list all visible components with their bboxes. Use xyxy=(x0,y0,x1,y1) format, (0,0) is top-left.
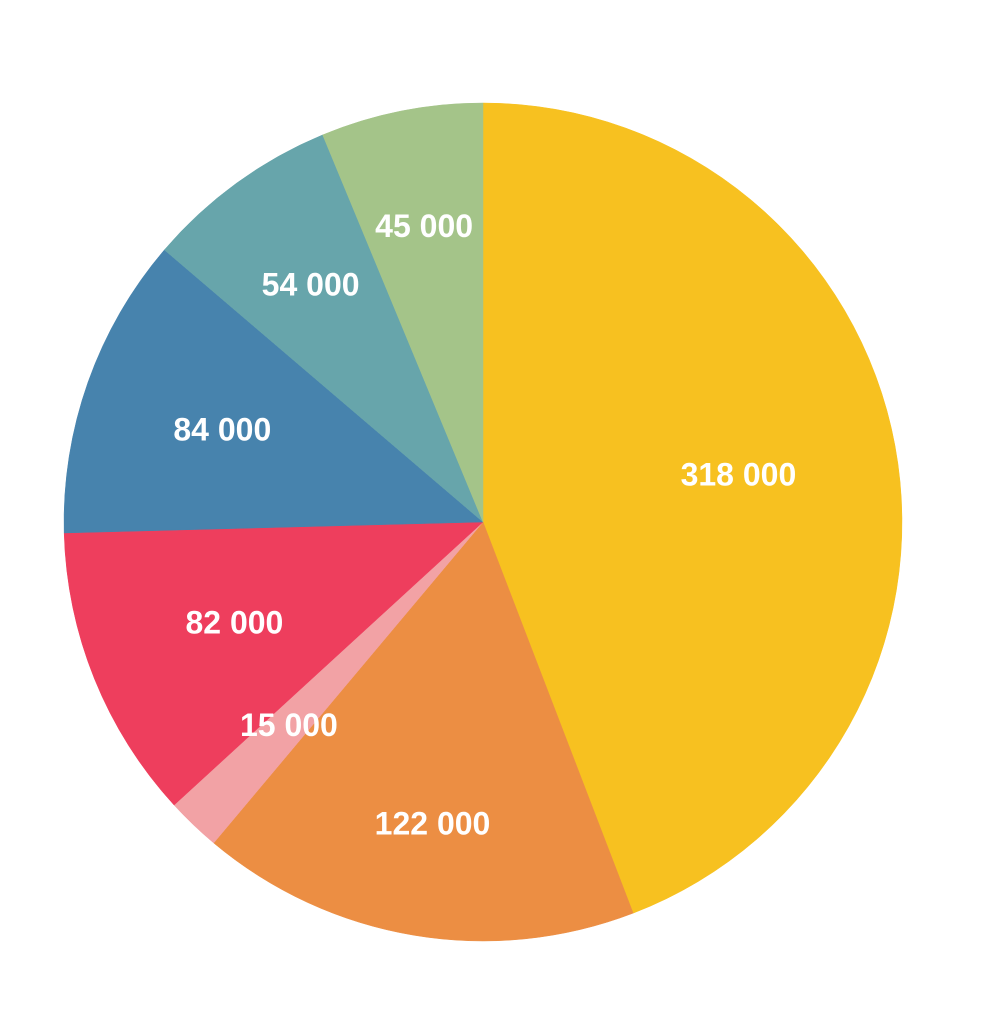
slice-label-2: 15 000 xyxy=(240,707,338,743)
slice-label-6: 45 000 xyxy=(375,208,473,244)
pie-slice-0 xyxy=(482,102,903,914)
slice-label-1: 122 000 xyxy=(375,806,491,842)
pie-slice-4 xyxy=(63,249,484,534)
slice-label-5: 54 000 xyxy=(262,267,360,303)
pie-slice-1 xyxy=(213,521,634,942)
slice-label-0: 318 000 xyxy=(681,457,797,493)
slice-label-4: 84 000 xyxy=(173,412,271,448)
slice-label-3: 82 000 xyxy=(185,605,283,641)
pie-slice-5 xyxy=(164,134,484,523)
pie-slice-6 xyxy=(322,102,484,523)
pie-slice-3 xyxy=(63,521,484,806)
